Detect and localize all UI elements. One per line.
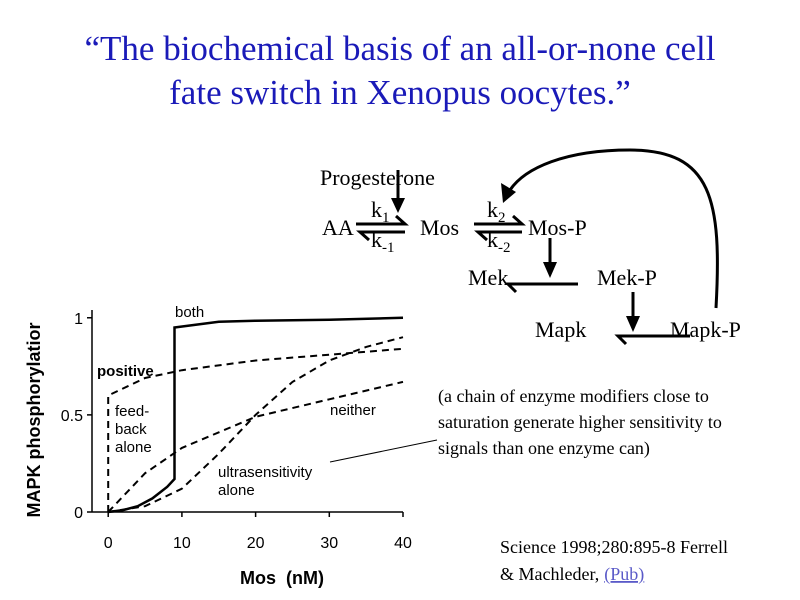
- signal: Progesterone: [320, 165, 435, 190]
- title-line: “The biochemical basis of an all-or-none…: [85, 29, 716, 68]
- species: Mos-P: [528, 215, 587, 240]
- arrowhead: [626, 316, 640, 332]
- title-line: fate switch in Xenopus oocytes.”: [169, 73, 631, 112]
- rate-sub: 1: [382, 210, 390, 226]
- arrowhead: [391, 198, 405, 213]
- note-line: signals than one enzyme can): [438, 438, 650, 459]
- species: Mek: [468, 265, 508, 290]
- rate: k-1: [371, 227, 395, 256]
- reversible-arrow: [356, 214, 409, 242]
- conversion-arrow: [614, 334, 690, 346]
- citation-text: & Machleder,: [500, 564, 599, 584]
- annotation: both: [175, 304, 204, 321]
- conversion-arrow: [504, 282, 578, 294]
- rate-base: k: [487, 197, 498, 222]
- rate: k-2: [487, 227, 511, 256]
- x-tick-label: 10: [173, 535, 191, 552]
- curve: [108, 336, 404, 513]
- y-tick-label: 0.5: [61, 408, 83, 425]
- citation-line: & Machleder, (Pub): [500, 564, 644, 585]
- species: Mos: [420, 215, 459, 240]
- annotation: positive: [97, 363, 154, 380]
- y-tick-label: 0: [74, 505, 83, 522]
- rate: k2: [487, 197, 506, 226]
- annotation: back: [115, 421, 147, 438]
- species: AA: [322, 215, 354, 240]
- species: Mapk: [535, 317, 586, 342]
- pathway-diagram: Progesterone k1 k-1 k2 k-2 AA Mos Mos-P …: [320, 148, 741, 346]
- x-tick-label: 0: [104, 535, 113, 552]
- annotation: neither: [330, 402, 376, 419]
- leader-line: [329, 439, 438, 463]
- species: Mek-P: [597, 265, 657, 290]
- rate-base: k: [371, 197, 382, 222]
- feedback-arrow: [508, 148, 719, 309]
- species: Mapk-P: [670, 317, 741, 342]
- rate-sub: -2: [498, 240, 511, 256]
- x-tick-label: 30: [320, 535, 338, 552]
- arrowhead: [543, 262, 557, 278]
- x-tick-label: 20: [247, 535, 265, 552]
- rate-base: k: [487, 227, 498, 252]
- curve: [107, 380, 404, 513]
- annotation: ultrasensitivity: [218, 464, 313, 481]
- rate: k1: [371, 197, 390, 226]
- arrowhead: [501, 183, 516, 203]
- note-line: (a chain of enzyme modifiers close to: [438, 386, 709, 407]
- reversible-arrow: [474, 214, 526, 242]
- rate-sub: 2: [498, 210, 506, 226]
- rate-base: k: [371, 227, 382, 252]
- annotation: alone: [218, 482, 255, 499]
- y-tick-label: 1: [74, 311, 83, 328]
- note-line: saturation generate higher sensitivity t…: [438, 412, 722, 432]
- annotation: alone: [115, 439, 152, 456]
- citation-line: Science 1998;280:895-8 Ferrell: [500, 537, 728, 557]
- y-axis-label: MAPK phosphorylatior: [24, 322, 44, 517]
- x-axis-label: Mos (nM): [240, 568, 324, 588]
- annotation: feed-: [115, 403, 149, 420]
- citation-link[interactable]: (Pub): [604, 564, 644, 585]
- curve: [107, 347, 404, 512]
- rate-sub: -1: [382, 240, 395, 256]
- x-tick-label: 40: [394, 535, 412, 552]
